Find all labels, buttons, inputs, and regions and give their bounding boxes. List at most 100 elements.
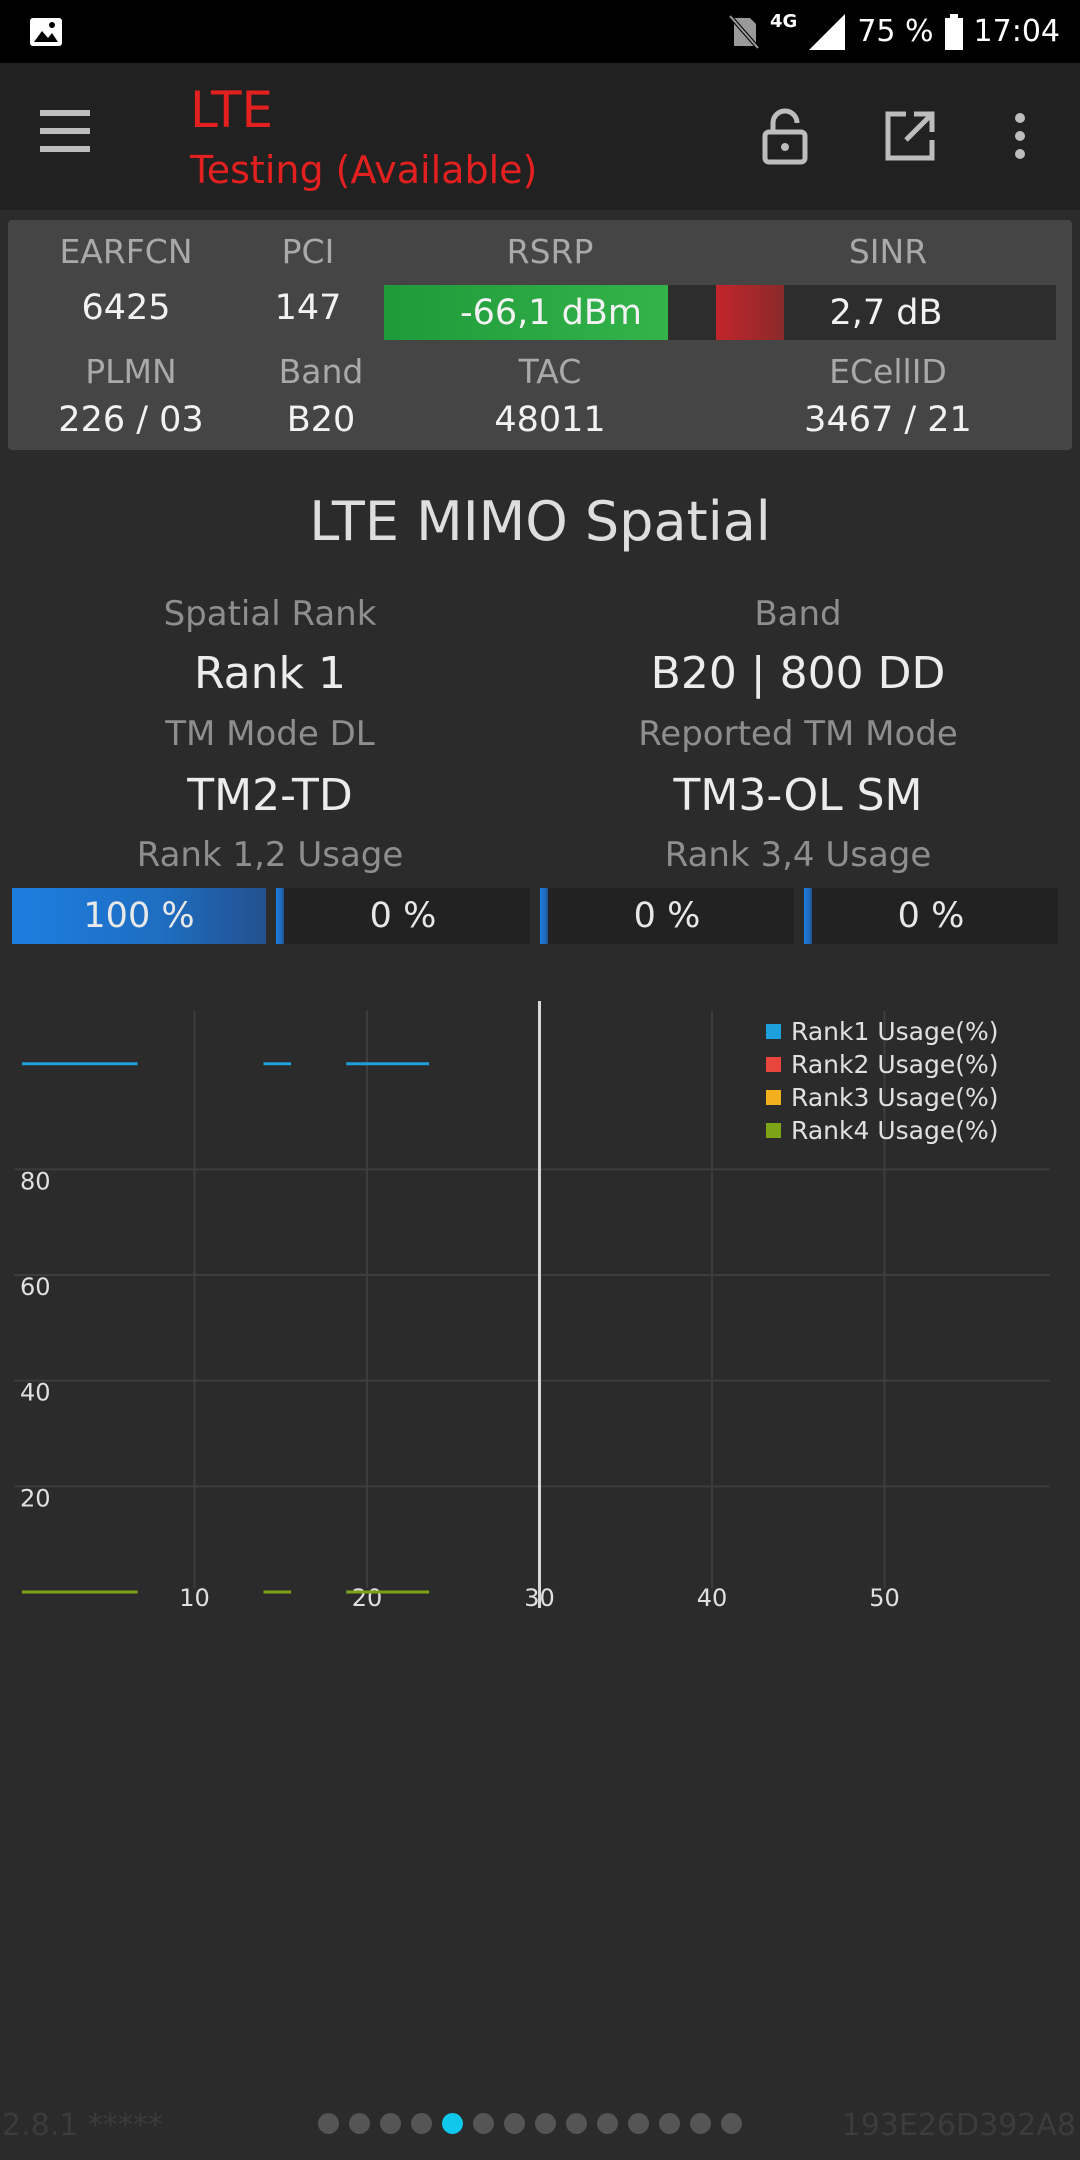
rsrp-meter: -66,1 dBm	[384, 285, 718, 340]
page-dot[interactable]	[442, 2113, 463, 2134]
lock-open-icon[interactable]	[755, 106, 815, 166]
band-value: B20	[286, 400, 356, 440]
x-tick-label: 10	[179, 1584, 210, 1612]
sinr-meter: 2,7 dB	[716, 285, 1056, 340]
page-dot[interactable]	[721, 2113, 742, 2134]
signal-icon	[809, 13, 846, 50]
x-tick-label: 50	[869, 1584, 900, 1612]
sinr-value: 2,7 dB	[829, 292, 943, 333]
rank3-usage-value: 0 %	[633, 896, 701, 936]
page-dot[interactable]	[349, 2113, 370, 2134]
rsrp-meter-fill	[384, 285, 668, 340]
rsrp-value: -66,1 dBm	[459, 292, 642, 333]
tac-value: 48011	[494, 400, 606, 440]
page-indicator[interactable]	[318, 2113, 742, 2134]
mimo-band-label: Band	[754, 594, 842, 634]
page-title: LTE MIMO Spatial	[309, 490, 771, 553]
device-id: 193E26D392A8	[841, 2108, 1076, 2143]
status-bar: 4G 75 % 17:04	[0, 0, 1080, 63]
network-type: 4G	[770, 11, 798, 32]
toolbar-title: LTE	[190, 81, 274, 139]
legend-label: Rank4 Usage(%)	[791, 1116, 999, 1145]
no-sim-icon	[728, 14, 760, 49]
page-dot[interactable]	[597, 2113, 618, 2134]
open-external-icon[interactable]	[880, 106, 940, 166]
ecellid-value: 3467 / 21	[804, 400, 972, 440]
page-dot[interactable]	[318, 2113, 339, 2134]
menu-icon[interactable]	[40, 110, 104, 166]
legend-swatch	[766, 1123, 781, 1138]
y-tick-label: 20	[20, 1484, 51, 1512]
pci-value: 147	[274, 288, 342, 328]
y-tick-label: 80	[20, 1167, 51, 1195]
rank2-usage-fill	[276, 888, 284, 944]
cell-info-panel: EARFCN 6425 PCI 147 RSRP -66,1 dBm SINR …	[8, 220, 1072, 450]
page-dot[interactable]	[690, 2113, 711, 2134]
battery-percent: 75 %	[857, 14, 934, 49]
sinr-label: SINR	[848, 232, 928, 271]
plmn-label: PLMN	[85, 352, 177, 391]
rank2-usage-value: 0 %	[369, 896, 437, 936]
toolbar-subtitle: Testing (Available)	[190, 148, 538, 192]
chart-legend: Rank1 Usage(%) Rank2 Usage(%) Rank3 Usag…	[766, 1015, 998, 1147]
tm-mode-dl-label: TM Mode DL	[165, 714, 375, 754]
legend-item: Rank1 Usage(%)	[766, 1015, 998, 1048]
y-tick-label: 40	[20, 1379, 51, 1407]
mimo-band-value: B20 | 800 DD	[650, 648, 946, 699]
earfcn-value: 6425	[81, 288, 171, 328]
battery-icon	[944, 13, 963, 50]
rank3-usage-fill	[540, 888, 548, 944]
app-toolbar: LTE Testing (Available)	[0, 63, 1080, 210]
legend-item: Rank3 Usage(%)	[766, 1081, 998, 1114]
status-icons: 4G 75 % 17:04	[728, 0, 1060, 63]
reported-tm-mode-label: Reported TM Mode	[638, 714, 958, 754]
page-dot[interactable]	[473, 2113, 494, 2134]
ecellid-label: ECellID	[829, 352, 947, 391]
more-vert-icon[interactable]	[1000, 106, 1040, 166]
legend-swatch	[766, 1024, 781, 1039]
rsrp-label: RSRP	[506, 232, 594, 271]
reported-tm-mode-value: TM3-OL SM	[673, 770, 923, 821]
rank4-usage-fill	[804, 888, 812, 944]
rank1-usage-bar: 100 %	[12, 888, 266, 944]
tm-mode-dl-value: TM2-TD	[187, 770, 353, 821]
page-dot[interactable]	[566, 2113, 587, 2134]
spatial-rank-label: Spatial Rank	[163, 594, 377, 634]
legend-item: Rank2 Usage(%)	[766, 1048, 998, 1081]
rank1-usage-fill	[12, 888, 266, 944]
x-tick-label: 40	[697, 1584, 728, 1612]
x-tick-label: 20	[352, 1584, 383, 1612]
legend-label: Rank3 Usage(%)	[791, 1083, 999, 1112]
earfcn-label: EARFCN	[59, 232, 193, 271]
legend-item: Rank4 Usage(%)	[766, 1114, 998, 1147]
legend-swatch	[766, 1057, 781, 1072]
app-version: 2.8.1 *****	[2, 2108, 163, 2143]
page-dot[interactable]	[628, 2113, 649, 2134]
sinr-meter-fill	[716, 285, 784, 340]
legend-label: Rank1 Usage(%)	[791, 1017, 999, 1046]
clock: 17:04	[973, 14, 1060, 49]
rank4-usage-bar: 0 %	[804, 888, 1058, 944]
pci-label: PCI	[281, 232, 335, 271]
image-notification-icon	[30, 18, 62, 46]
rank2-usage-bar: 0 %	[276, 888, 530, 944]
page-dot[interactable]	[380, 2113, 401, 2134]
page-dot[interactable]	[535, 2113, 556, 2134]
legend-label: Rank2 Usage(%)	[791, 1050, 999, 1079]
page-dot[interactable]	[659, 2113, 680, 2134]
y-tick-label: 60	[20, 1273, 51, 1301]
page-dot[interactable]	[504, 2113, 525, 2134]
band-label: Band	[278, 352, 364, 391]
rank1-usage-value: 100 %	[83, 896, 195, 936]
rank34-usage-label: Rank 3,4 Usage	[664, 835, 932, 875]
plmn-value: 226 / 03	[58, 400, 204, 440]
rank12-usage-label: Rank 1,2 Usage	[136, 835, 404, 875]
page-dot[interactable]	[411, 2113, 432, 2134]
tac-label: TAC	[518, 352, 582, 391]
rank4-usage-value: 0 %	[897, 896, 965, 936]
spatial-rank-value: Rank 1	[194, 648, 346, 699]
rank3-usage-bar: 0 %	[540, 888, 794, 944]
legend-swatch	[766, 1090, 781, 1105]
